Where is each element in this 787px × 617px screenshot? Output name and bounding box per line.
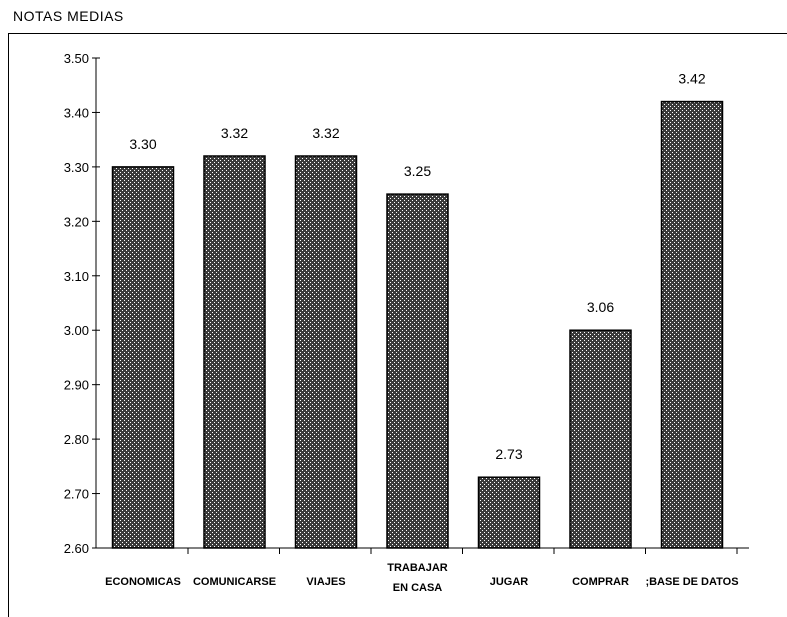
data-label: 3.25 (404, 163, 431, 179)
chart-title: NOTAS MEDIAS (13, 8, 124, 24)
category-label: VIAJES (306, 576, 345, 588)
y-tick-label: 2.70 (64, 487, 89, 502)
y-tick-label: 2.90 (64, 378, 89, 393)
category-label: ;BASE DE DATOS (645, 576, 738, 588)
y-tick-label: 3.50 (64, 51, 89, 66)
y-axis: 2.60 2.70 2.80 2.90 3.00 3.10 3.20 3.30 3.40 3.50 (64, 51, 100, 556)
data-label: 3.42 (678, 71, 705, 87)
y-tick-label: 3.30 (64, 160, 89, 175)
y-tick-label: 2.60 (64, 541, 89, 556)
data-label: 3.06 (587, 299, 614, 315)
bar (111, 166, 175, 549)
y-tick-label: 3.20 (64, 214, 89, 229)
bar (203, 155, 266, 549)
data-label: 3.32 (221, 125, 248, 141)
bar (294, 155, 358, 549)
category-label: COMPRAR (572, 576, 629, 588)
data-label: 2.73 (495, 446, 522, 462)
frame-top-border (8, 33, 787, 34)
bar (477, 476, 541, 549)
data-label: 3.32 (312, 125, 339, 141)
bar (569, 329, 632, 549)
category-label: TRABAJAR (387, 562, 448, 574)
y-tick-label: 3.00 (64, 323, 89, 338)
frame-left-border (8, 33, 9, 617)
data-label: 3.30 (129, 136, 156, 152)
category-label: JUGAR (490, 576, 529, 588)
bar (386, 193, 449, 549)
x-axis (96, 547, 749, 554)
bar (660, 100, 724, 549)
category-label: EN CASA (393, 582, 443, 594)
bars: 3.30 ECONOMICAS 3.32 COMUNICARSE 3.32 VIAJES 3… (105, 71, 738, 594)
category-label: ECONOMICAS (105, 576, 181, 588)
y-tick-label: 3.10 (64, 269, 89, 284)
category-label: COMUNICARSE (193, 576, 276, 588)
y-tick-label: 3.40 (64, 105, 89, 120)
y-tick-label: 2.80 (64, 432, 89, 447)
